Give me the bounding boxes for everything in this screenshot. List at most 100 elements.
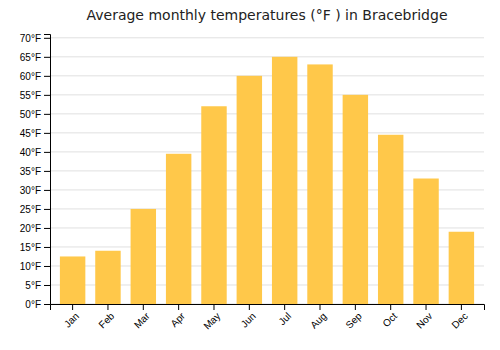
x-tick-label: Aug [308, 310, 328, 330]
x-tick: Nov [414, 304, 434, 331]
y-tick-label: 70°F [20, 33, 41, 44]
x-tick: Apr [168, 304, 187, 329]
y-tick-label: 45°F [20, 128, 41, 139]
plot: 0°F 5°F 10°F 15°F 20°F 25°F 30°F 35°F 40°F 45°F 50… [20, 33, 485, 332]
x-tick-label: Dec [450, 310, 470, 330]
x-tick: Oct [380, 304, 399, 329]
y-axis: 0°F 5°F 10°F 15°F 20°F 25°F 30°F 35°F 40°F 45°F 50… [20, 33, 51, 310]
y-tick-mark [44, 285, 50, 286]
grid-line [50, 170, 484, 171]
x-tick-label: Jan [62, 310, 81, 329]
bar [95, 251, 120, 304]
bar [201, 106, 226, 304]
bar [237, 76, 262, 304]
bar [343, 95, 368, 304]
grid [50, 38, 484, 304]
x-tick-mark [284, 304, 285, 310]
x-tick-mark [390, 304, 391, 310]
y-tick-mark [44, 190, 50, 191]
x-tick: Jan [62, 304, 81, 330]
grid-line [50, 132, 484, 133]
x-tick-label: Jun [239, 310, 258, 329]
y-tick-label: 60°F [20, 71, 41, 82]
x-tick-mark [107, 304, 108, 310]
y-tick-label: 10°F [20, 261, 41, 272]
y-tick-mark [44, 152, 50, 153]
x-tick-mark [461, 304, 462, 310]
x-tick-mark [178, 304, 179, 310]
bar [131, 209, 156, 304]
x-tick: May [201, 304, 222, 332]
y-tick-mark [44, 38, 50, 39]
x-tick-label: Jul [276, 310, 293, 327]
bars [60, 57, 474, 304]
x-tick: Jul [276, 304, 293, 327]
y-tick-mark [44, 133, 50, 134]
y-tick-label: 25°F [20, 204, 41, 215]
y-tick: 20°F [20, 223, 50, 234]
x-tick: Mar [132, 304, 152, 330]
grid-line [50, 37, 484, 38]
y-tick-mark [44, 57, 50, 58]
grid-line [50, 113, 484, 114]
bar [413, 179, 438, 304]
y-tick-mark [44, 266, 50, 267]
y-tick-label: 5°F [25, 280, 41, 291]
x-tick-label: Apr [168, 310, 187, 329]
grid-line [50, 75, 484, 76]
x-tick: Aug [308, 304, 328, 331]
y-tick: 35°F [20, 166, 50, 177]
y-tick-label: 35°F [20, 166, 41, 177]
x-tick-mark [355, 304, 356, 310]
x-tick: Dec [450, 304, 470, 331]
y-tick-mark [44, 171, 50, 172]
y-tick-label: 40°F [20, 147, 41, 158]
y-tick-mark [44, 209, 50, 210]
title: Average monthly temperatures (°F ) in Br… [86, 7, 447, 23]
y-tick: 30°F [20, 185, 50, 196]
x-tick-label: Sep [343, 310, 364, 331]
x-tick-label: Mar [132, 310, 152, 330]
bar [378, 135, 403, 304]
grid-line [50, 56, 484, 57]
y-tick-label: 55°F [20, 90, 41, 101]
y-tick: 65°F [20, 52, 50, 63]
x-tick-label: May [201, 310, 222, 331]
y-tick: 15°F [20, 242, 50, 253]
x-tick: Sep [343, 304, 364, 331]
y-tick-label: 50°F [20, 109, 41, 120]
y-axis-line [44, 35, 51, 305]
y-tick-mark [44, 228, 50, 229]
x-tick-mark [143, 304, 144, 310]
y-tick: 5°F [25, 280, 50, 291]
y-tick: 60°F [20, 71, 50, 82]
y-tick: 70°F [20, 33, 50, 44]
y-tick-mark [44, 247, 50, 248]
x-axis-line [51, 305, 485, 311]
x-tick-mark [249, 304, 250, 310]
x-tick-label: Oct [380, 310, 399, 329]
x-tick: Jun [239, 304, 258, 330]
grid-line [50, 94, 484, 95]
y-tick-label: 30°F [20, 185, 41, 196]
y-tick: 55°F [20, 90, 50, 101]
y-tick-mark [44, 76, 50, 77]
y-tick-mark [44, 114, 50, 115]
y-tick: 10°F [20, 261, 50, 272]
bar [307, 64, 332, 304]
y-tick-mark [44, 95, 50, 96]
x-tick: Feb [96, 304, 116, 330]
y-tick-label: 65°F [20, 52, 41, 63]
bar [449, 232, 474, 304]
bar [60, 256, 85, 304]
y-tick: 45°F [20, 128, 50, 139]
bar [272, 57, 297, 304]
x-tick-mark [72, 304, 73, 310]
x-tick-mark [320, 304, 321, 310]
y-tick: 0°F [25, 299, 50, 310]
y-tick-mark [44, 304, 50, 305]
y-tick-label: 0°F [25, 299, 41, 310]
y-tick-label: 20°F [20, 223, 41, 234]
x-tick-mark [426, 304, 427, 310]
x-tick-label: Nov [414, 310, 434, 330]
